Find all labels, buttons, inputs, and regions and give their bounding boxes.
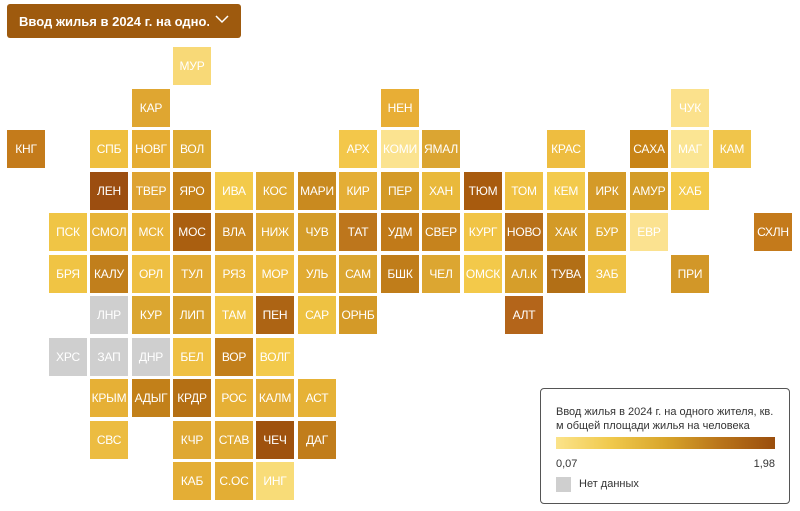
- region-tile[interactable]: СПБ: [90, 130, 128, 168]
- region-tile[interactable]: ИВА: [215, 172, 253, 210]
- region-tile[interactable]: ПСК: [49, 213, 87, 251]
- region-tile[interactable]: ОРЛ: [132, 255, 170, 293]
- region-tile[interactable]: КУРГ: [464, 213, 502, 251]
- region-tile[interactable]: БРЯ: [49, 255, 87, 293]
- region-tile[interactable]: МСК: [132, 213, 170, 251]
- region-tile[interactable]: АЛТ: [505, 296, 543, 334]
- region-tile[interactable]: РЯЗ: [215, 255, 253, 293]
- region-tile[interactable]: ВОЛ: [173, 130, 211, 168]
- region-tile[interactable]: МОС: [173, 213, 211, 251]
- region-tile[interactable]: СМОЛ: [90, 213, 128, 251]
- region-tile[interactable]: ДНР: [132, 338, 170, 376]
- region-tile[interactable]: КИР: [339, 172, 377, 210]
- region-tile[interactable]: КАЛУ: [90, 255, 128, 293]
- region-tile[interactable]: ЧЕЧ: [256, 421, 294, 459]
- region-tile[interactable]: САХА: [630, 130, 668, 168]
- region-tile[interactable]: КЧР: [173, 421, 211, 459]
- region-tile[interactable]: СВЕР: [422, 213, 460, 251]
- legend: Ввод жилья в 2024 г. на одного жителя, к…: [540, 388, 790, 504]
- region-tile[interactable]: ДАГ: [298, 421, 336, 459]
- region-tile[interactable]: АРХ: [339, 130, 377, 168]
- region-tile[interactable]: КАМ: [713, 130, 751, 168]
- region-tile[interactable]: КАБ: [173, 462, 211, 500]
- region-tile[interactable]: ЛЕН: [90, 172, 128, 210]
- region-tile[interactable]: ХАБ: [671, 172, 709, 210]
- region-tile[interactable]: МОР: [256, 255, 294, 293]
- region-tile[interactable]: БЕЛ: [173, 338, 211, 376]
- region-tile[interactable]: ЧЕЛ: [422, 255, 460, 293]
- region-tile[interactable]: МАРИ: [298, 172, 336, 210]
- region-tile[interactable]: ЕВР: [630, 213, 668, 251]
- region-tile[interactable]: КОС: [256, 172, 294, 210]
- region-tile[interactable]: С.ОС: [215, 462, 253, 500]
- region-tile[interactable]: ЧУК: [671, 89, 709, 127]
- region-tile[interactable]: ЗАП: [90, 338, 128, 376]
- region-tile[interactable]: ИНГ: [256, 462, 294, 500]
- region-tile[interactable]: УДМ: [381, 213, 419, 251]
- region-tile[interactable]: ТУВА: [547, 255, 585, 293]
- region-tile[interactable]: НОВО: [505, 213, 543, 251]
- region-tile[interactable]: САМ: [339, 255, 377, 293]
- legend-min-value: 0,07: [556, 458, 578, 470]
- region-tile[interactable]: НОВГ: [132, 130, 170, 168]
- region-tile[interactable]: СВС: [90, 421, 128, 459]
- region-tile[interactable]: ХАН: [422, 172, 460, 210]
- region-tile[interactable]: ПРИ: [671, 255, 709, 293]
- legend-title: Ввод жилья в 2024 г. на одного жителя, к…: [556, 406, 774, 432]
- region-tile[interactable]: ВОЛГ: [256, 338, 294, 376]
- region-tile[interactable]: ТВЕР: [132, 172, 170, 210]
- legend-no-data-label: Нет данных: [579, 478, 639, 490]
- region-tile[interactable]: КОМИ: [381, 130, 419, 168]
- indicator-dropdown[interactable]: Ввод жилья в 2024 г. на одно...: [7, 4, 241, 38]
- indicator-dropdown-label: Ввод жилья в 2024 г. на одно...: [19, 13, 209, 29]
- region-tile[interactable]: ПЕР: [381, 172, 419, 210]
- region-tile[interactable]: ХАК: [547, 213, 585, 251]
- legend-no-data-swatch: [556, 477, 571, 492]
- region-tile[interactable]: КРДР: [173, 379, 211, 417]
- region-tile[interactable]: ТАМ: [215, 296, 253, 334]
- region-tile[interactable]: КАР: [132, 89, 170, 127]
- region-tile[interactable]: АДЫГ: [132, 379, 170, 417]
- region-tile[interactable]: КУР: [132, 296, 170, 334]
- region-tile[interactable]: ТАТ: [339, 213, 377, 251]
- region-tile[interactable]: ЛНР: [90, 296, 128, 334]
- region-tile[interactable]: ЯМАЛ: [422, 130, 460, 168]
- region-tile[interactable]: ЛИП: [173, 296, 211, 334]
- region-tile[interactable]: ЧУВ: [298, 213, 336, 251]
- region-tile[interactable]: САР: [298, 296, 336, 334]
- region-tile[interactable]: КАЛМ: [256, 379, 294, 417]
- region-tile[interactable]: АМУР: [630, 172, 668, 210]
- region-tile[interactable]: КРАС: [547, 130, 585, 168]
- region-tile[interactable]: МУР: [173, 47, 211, 85]
- region-tile[interactable]: ВОР: [215, 338, 253, 376]
- region-tile[interactable]: ИРК: [588, 172, 626, 210]
- legend-max-value: 1,98: [753, 458, 775, 470]
- region-tile[interactable]: СТАВ: [215, 421, 253, 459]
- region-tile[interactable]: МАГ: [671, 130, 709, 168]
- region-tile[interactable]: ОМСК: [464, 255, 502, 293]
- region-tile[interactable]: ЗАБ: [588, 255, 626, 293]
- chevron-down-icon: [215, 15, 229, 24]
- region-tile[interactable]: ТОМ: [505, 172, 543, 210]
- region-tile[interactable]: ОРНБ: [339, 296, 377, 334]
- region-tile[interactable]: СХЛН: [754, 213, 792, 251]
- region-tile[interactable]: ПЕН: [256, 296, 294, 334]
- legend-gradient-bar: [556, 437, 775, 449]
- region-tile[interactable]: ТУЛ: [173, 255, 211, 293]
- region-tile[interactable]: КРЫМ: [90, 379, 128, 417]
- region-tile[interactable]: УЛЬ: [298, 255, 336, 293]
- region-tile[interactable]: КЕМ: [547, 172, 585, 210]
- region-tile[interactable]: АСТ: [298, 379, 336, 417]
- region-tile[interactable]: АЛ.К: [505, 255, 543, 293]
- region-tile[interactable]: ТЮМ: [464, 172, 502, 210]
- region-tile[interactable]: НЕН: [381, 89, 419, 127]
- region-tile[interactable]: БШК: [381, 255, 419, 293]
- region-tile[interactable]: КНГ: [7, 130, 45, 168]
- region-tile[interactable]: НИЖ: [256, 213, 294, 251]
- region-tile[interactable]: ЯРО: [173, 172, 211, 210]
- region-tile[interactable]: ХРС: [49, 338, 87, 376]
- region-tile[interactable]: ВЛА: [215, 213, 253, 251]
- region-tile[interactable]: РОС: [215, 379, 253, 417]
- region-tile[interactable]: БУР: [588, 213, 626, 251]
